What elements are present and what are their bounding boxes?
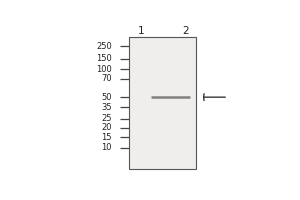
- Text: 100: 100: [96, 65, 112, 74]
- Text: 2: 2: [182, 26, 188, 36]
- Text: 10: 10: [101, 143, 112, 152]
- Text: 35: 35: [101, 103, 112, 112]
- Text: 50: 50: [101, 93, 112, 102]
- Text: 20: 20: [101, 123, 112, 132]
- Text: 25: 25: [101, 114, 112, 123]
- Text: 250: 250: [96, 42, 112, 51]
- Text: 15: 15: [101, 133, 112, 142]
- Text: 70: 70: [101, 74, 112, 83]
- Text: 1: 1: [138, 26, 144, 36]
- Bar: [129, 37, 196, 169]
- Text: 150: 150: [96, 54, 112, 63]
